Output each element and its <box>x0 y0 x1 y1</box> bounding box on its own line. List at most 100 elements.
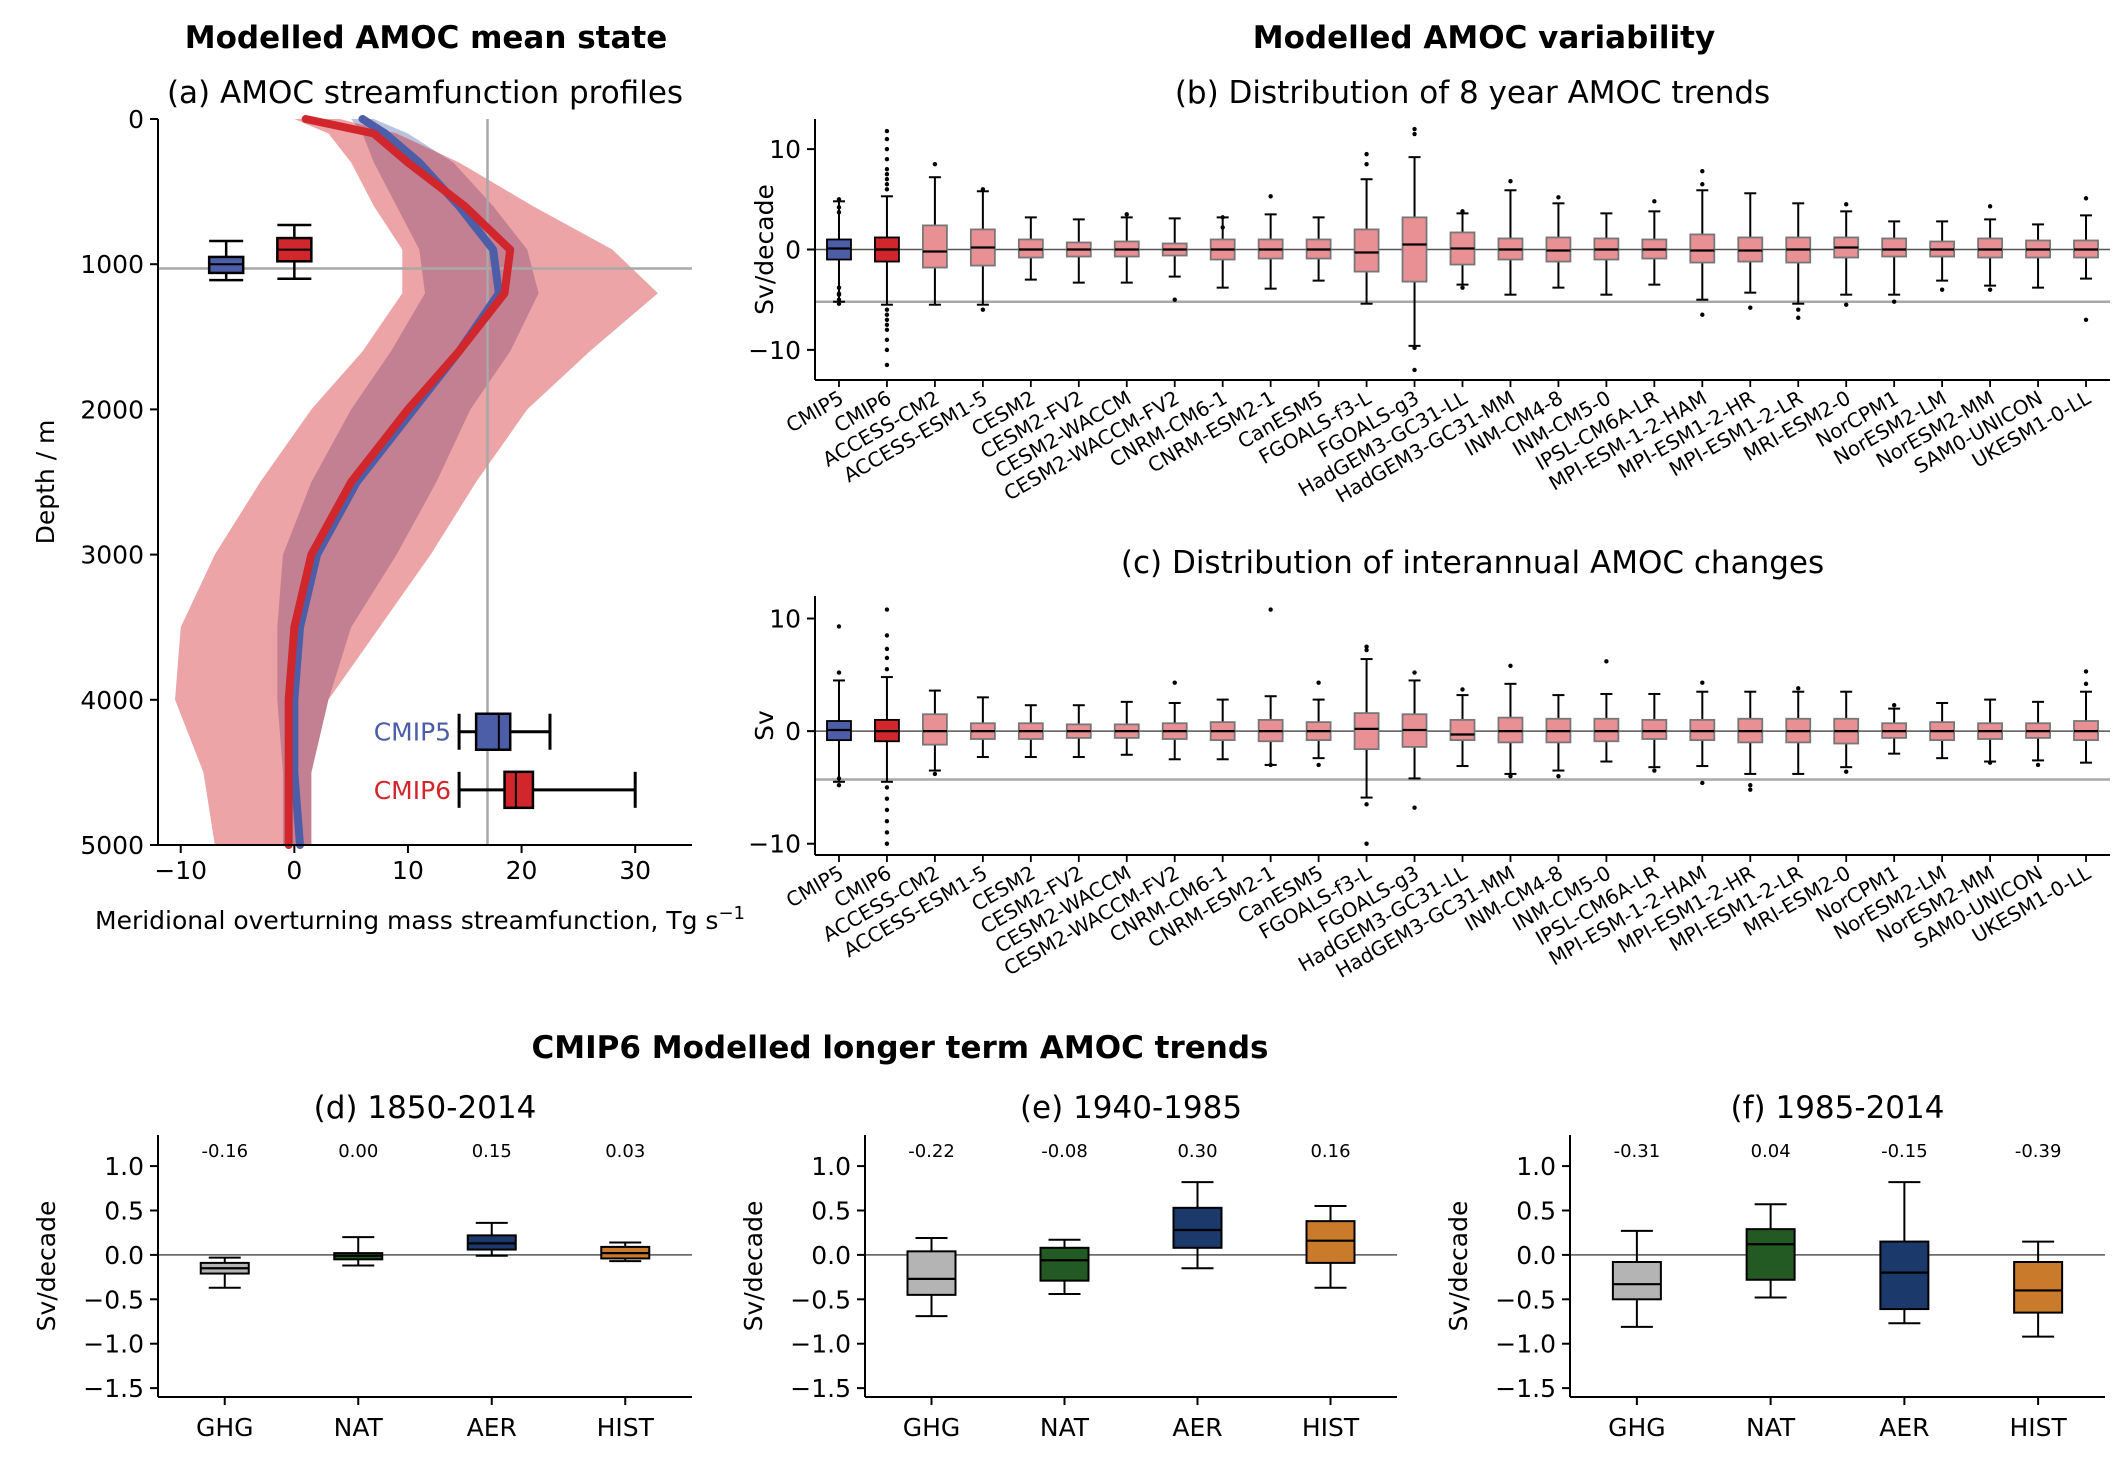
y-tick-label: −1.5 <box>1495 1374 1556 1403</box>
heading-mean-state: Modelled AMOC mean state <box>185 20 668 56</box>
y-tick-label: −1.0 <box>1495 1330 1556 1359</box>
outlier-HadGEM3-GC31-LL <box>1460 285 1465 290</box>
box-INM-CM5-0 <box>1593 717 1620 743</box>
panel-f-title: (f) 1985-2014 <box>1731 1090 1945 1126</box>
outlier-CMIP5 <box>836 301 842 306</box>
outlier-FGOALS-f3-L <box>1364 841 1369 846</box>
outlier-CMIP6 <box>884 633 890 638</box>
box-aer <box>1172 1206 1223 1249</box>
mean-annotation-hist: 0.16 <box>1310 1141 1350 1162</box>
y-tick-label: −0.5 <box>83 1285 144 1314</box>
mean-annotation-aer: 0.30 <box>1177 1141 1217 1162</box>
outlier-MPI-ESM-1-2-HAM <box>1700 780 1705 786</box>
outlier-CMIP5 <box>836 210 842 215</box>
outlier-CMIP6 <box>884 841 890 846</box>
outlier-NorESM2-MM <box>1987 287 1993 292</box>
outlier-CMIP6 <box>884 796 890 801</box>
x-tick-label: 30 <box>619 856 651 885</box>
box-ACCESS-CM2 <box>922 224 948 269</box>
outlier-CMIP6 <box>884 666 890 672</box>
y-tick-label: 0.0 <box>104 1241 144 1270</box>
x-tick-label-hist: HIST <box>1302 1413 1360 1442</box>
outlier-MPI-ESM-1-2-HAM <box>1700 312 1705 317</box>
outlier-ACCESS-CM2 <box>932 161 938 167</box>
outlier-FGOALS-f3-L <box>1364 647 1369 653</box>
outlier-NorCPM1 <box>1891 299 1897 304</box>
outlier-CMIP6 <box>884 807 890 813</box>
outlier-FGOALS-g3 <box>1412 345 1417 351</box>
outlier-MRI-ESM2-0 <box>1844 202 1849 207</box>
outlier-CMIP6 <box>884 136 890 142</box>
panel-a-streamfunction: (a) AMOC streamfunction profiles CMIP5 CMI… <box>31 75 745 935</box>
outlier-CMIP6 <box>884 607 890 612</box>
outlier-HadGEM3-GC31-LL <box>1460 687 1465 692</box>
y-tick-label: −1.5 <box>83 1374 144 1403</box>
legend-label-cmip5: CMIP5 <box>374 718 451 747</box>
outlier-FGOALS-g3 <box>1412 805 1417 810</box>
outlier-UKESM1-0-LL <box>2083 681 2089 687</box>
x-tick-label-aer: AER <box>1879 1413 1929 1442</box>
outlier-CMIP6 <box>884 156 890 162</box>
box-hist <box>1305 1220 1356 1264</box>
box-nat <box>1745 1228 1796 1281</box>
heading-variability: Modelled AMOC variability <box>1253 20 1715 56</box>
x-axis-label: Meridional overturning mass streamfuncti… <box>95 903 745 935</box>
outlier-HadGEM3-GC31-MM <box>1508 179 1513 184</box>
box-FGOALS-f3-L <box>1353 228 1380 273</box>
box-MPI-ESM-1-2-HAM <box>1689 718 1716 742</box>
x-tick-label: 10 <box>392 856 424 885</box>
panel-b-8yr-trends: (b) Distribution of 8 year AMOC trendsCM… <box>748 75 2110 508</box>
mean-annotation-nat: 0.04 <box>1751 1141 1791 1162</box>
outlier-FGOALS-g3 <box>1412 126 1417 132</box>
outlier-MPI-ESM1-2-HR <box>1748 782 1753 788</box>
outlier-CMIP6 <box>884 172 890 177</box>
outlier-MPI-ESM1-2-LR <box>1796 307 1801 312</box>
outlier-CanESM5 <box>1316 762 1321 768</box>
box-NorESM2-MM <box>1977 237 2003 259</box>
outlier-MPI-ESM1-2-HR <box>1748 305 1753 310</box>
box-MPI-ESM-1-2-HAM <box>1689 233 1716 264</box>
y-tick-label: −0.5 <box>1495 1285 1556 1314</box>
outlier-CMIP5 <box>836 205 842 210</box>
x-tick-label-nat: NAT <box>1746 1413 1796 1442</box>
outlier-CMIP5 <box>836 197 842 202</box>
outlier-HadGEM3-GC31-MM <box>1508 773 1513 779</box>
panel-b-title: (b) Distribution of 8 year AMOC trends <box>1175 75 1770 111</box>
outlier-CMIP5 <box>836 670 842 675</box>
outlier-CMIP6 <box>884 830 890 835</box>
outlier-NorESM2-MM <box>1987 760 1993 765</box>
box-aer <box>1879 1240 1930 1311</box>
x-tick-label-nat: NAT <box>1040 1413 1090 1442</box>
x-tick-label-nat: NAT <box>334 1413 384 1442</box>
box-HadGEM3-GC31-MM <box>1497 716 1524 744</box>
outlier-CMIP6 <box>884 819 890 824</box>
outlier-FGOALS-f3-L <box>1364 151 1369 157</box>
outlier-CMIP6 <box>884 327 890 333</box>
outlier-MRI-ESM2-0 <box>1844 769 1849 774</box>
mean-annotation-aer: 0.15 <box>472 1141 512 1162</box>
strength-box-cmip5 <box>474 712 512 751</box>
panel-a-title: (a) AMOC streamfunction profiles <box>167 75 683 111</box>
y-axis-label: Depth / m <box>31 420 60 545</box>
x-tick-label: 0 <box>286 856 302 885</box>
x-tick-label-ghg: GHG <box>1608 1413 1666 1442</box>
legend-label-cmip6: CMIP6 <box>374 776 451 805</box>
outlier-CMIP6 <box>884 337 890 343</box>
outlier-CanESM5 <box>1316 680 1321 685</box>
x-tick-label-aer: AER <box>1172 1413 1222 1442</box>
y-tick-label: 0.5 <box>104 1196 144 1225</box>
outlier-CMIP6 <box>884 655 890 661</box>
outlier-FGOALS-g3 <box>1412 670 1417 675</box>
outlier-NorESM2-LM <box>1939 287 1945 292</box>
y-tick-label: 1.0 <box>1516 1152 1556 1181</box>
box-IPSL-CM6A-LR <box>1641 718 1668 740</box>
y-tick-label: −1.5 <box>790 1374 851 1403</box>
outlier-INM-CM4-8 <box>1556 195 1561 200</box>
outlier-CMIP6 <box>884 317 890 322</box>
outlier-MPI-ESM1-2-LR <box>1796 315 1801 320</box>
box-FGOALS-g3 <box>1401 216 1428 283</box>
x-tick-label: −10 <box>154 856 207 885</box>
x-tick-label-aer: AER <box>467 1413 517 1442</box>
outlier-CMIP6 <box>884 128 890 134</box>
y-tick-label: −10 <box>748 336 801 365</box>
